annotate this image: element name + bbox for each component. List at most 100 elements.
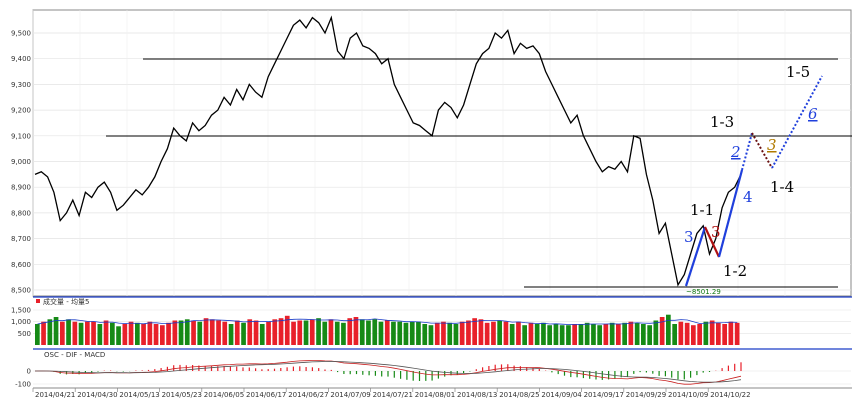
- wave-label-1-1: 1-1: [690, 201, 714, 219]
- volume-bar: [516, 321, 521, 345]
- volume-bar: [241, 322, 246, 345]
- volume-bar: [559, 325, 565, 345]
- volume-bar: [566, 325, 571, 345]
- date-tick-label: 2014/08/13: [457, 391, 497, 399]
- volume-bar: [391, 321, 396, 345]
- wave-label-1-5: 1-5: [786, 63, 810, 81]
- date-tick-label: 2014/10/09: [668, 391, 708, 399]
- volume-bar: [122, 324, 128, 345]
- elliott-wave-annotations: 1-1 1-2 1-3 1-4 1-5 3 3 4 2 3 6: [684, 63, 823, 287]
- macd-signal-line: [35, 360, 742, 383]
- volume-y-axis: 1,500 1,000 500: [11, 307, 31, 338]
- volume-bar: [491, 321, 496, 345]
- volume-bar: [528, 322, 534, 345]
- volume-bar: [384, 320, 390, 345]
- wave-label-1-4: 1-4: [770, 178, 794, 196]
- volume-bar: [234, 320, 240, 345]
- volume-bar: [184, 319, 190, 345]
- low-price-label: ~8501.29: [686, 288, 721, 296]
- volume-bar: [347, 318, 353, 345]
- price-y-tick-label: 9,300: [11, 81, 31, 89]
- volume-legend-swatch: [36, 299, 40, 303]
- volume-bar: [684, 322, 690, 345]
- volume-bar: [78, 322, 84, 345]
- volume-bar: [459, 321, 465, 345]
- volume-bar: [209, 319, 215, 345]
- volume-panel: 成交量 - 均量5 1,500 1,000 500: [11, 297, 851, 345]
- volume-bar: [266, 321, 271, 345]
- volume-bar: [422, 324, 428, 345]
- date-tick-label: 2014/06/05: [204, 391, 244, 399]
- wave-number-4-blue: 4: [743, 188, 753, 206]
- volume-bar: [478, 319, 484, 345]
- volume-bars: [35, 314, 740, 345]
- macd-y-axis: 0 -100: [15, 368, 851, 389]
- macd-y-tick-label: -100: [15, 381, 31, 389]
- volume-bar: [378, 321, 384, 345]
- price-plot-area: [32, 9, 852, 297]
- volume-bar: [659, 317, 665, 345]
- volume-bar: [91, 321, 96, 345]
- date-tick-label: 2014/09/29: [626, 391, 666, 399]
- volume-bar: [116, 326, 121, 345]
- volume-bar: [72, 321, 78, 345]
- volume-bar: [609, 322, 615, 345]
- date-tick-label: 2014/07/09: [330, 391, 370, 399]
- volume-bar: [509, 324, 515, 345]
- volume-legend: 成交量 - 均量5: [43, 297, 89, 306]
- volume-bar: [453, 324, 459, 345]
- volume-bar: [322, 321, 328, 345]
- volume-bar: [597, 325, 602, 345]
- wave-label-1-3: 1-3: [710, 113, 734, 131]
- volume-bar: [584, 322, 590, 345]
- date-tick-label: 2014/05/23: [162, 391, 202, 399]
- volume-bar: [60, 321, 65, 345]
- volume-bar: [135, 322, 140, 345]
- volume-bar: [253, 320, 259, 345]
- wave-number-3-blue: 3: [684, 228, 694, 246]
- volume-bar: [697, 324, 702, 345]
- volume-bar: [328, 319, 334, 345]
- volume-bar: [647, 325, 652, 345]
- volume-bar: [153, 324, 159, 345]
- volume-bar: [216, 320, 221, 345]
- volume-bar: [203, 318, 209, 345]
- volume-bar: [666, 314, 671, 345]
- date-tick-label: 2014/06/27: [288, 391, 328, 399]
- volume-bar: [534, 324, 540, 345]
- volume-bar: [166, 322, 171, 345]
- volume-bar: [603, 324, 609, 345]
- volume-bar: [53, 317, 59, 345]
- wave-1-1-up-stroke: [684, 226, 707, 287]
- volume-bar: [466, 320, 471, 345]
- price-y-tick-label: 8,500: [11, 287, 31, 295]
- volume-bar: [578, 324, 584, 345]
- volume-bar: [128, 321, 134, 345]
- volume-bar: [691, 325, 696, 345]
- volume-average-line: [37, 318, 738, 326]
- wave-number-3-italic: 3: [767, 136, 777, 154]
- price-y-tick-label: 8,800: [11, 209, 31, 217]
- volume-bar: [35, 324, 40, 345]
- wave-label-1-2: 1-2: [723, 262, 747, 280]
- volume-bar: [678, 321, 684, 345]
- volume-bar: [547, 325, 552, 345]
- date-tick-label: 2014/08/25: [499, 391, 539, 399]
- wave-number-2-italic: 2: [730, 143, 741, 161]
- price-y-tick-label: 8,900: [11, 184, 31, 192]
- volume-bar: [397, 321, 403, 345]
- volume-bar: [634, 322, 640, 345]
- volume-bar: [653, 320, 659, 345]
- macd-panel: OSC - DIF - MACD 0 -100: [15, 351, 851, 389]
- volume-bar: [191, 320, 196, 345]
- volume-bar: [416, 321, 421, 345]
- volume-bar: [616, 324, 621, 345]
- volume-bar: [197, 321, 203, 345]
- volume-bar: [672, 324, 677, 345]
- volume-bar: [722, 324, 727, 345]
- price-y-tick-label: 9,400: [11, 55, 31, 63]
- wave-projection-final-dotted: [771, 75, 823, 169]
- volume-bar: [341, 322, 346, 345]
- volume-bar: [709, 320, 715, 345]
